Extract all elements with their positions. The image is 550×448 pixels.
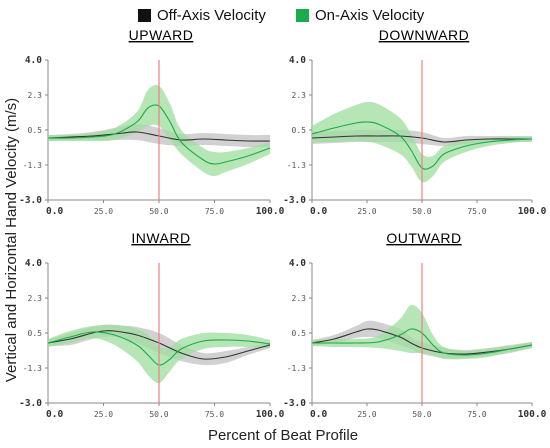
- x-tick-label: 100.0: [256, 409, 285, 420]
- x-tick-label: 0.0: [46, 409, 63, 420]
- y-tick-label: -3.0: [283, 195, 306, 206]
- panel-title-downward: DOWNWARD: [379, 27, 470, 43]
- y-tick-label: 0.5: [28, 126, 43, 135]
- legend: Off-Axis Velocity On-Axis Velocity: [138, 7, 425, 24]
- x-tick-label: 25.0: [357, 410, 376, 419]
- y-tick-label: -1.3: [287, 364, 306, 373]
- panel-title-inward: INWARD: [131, 230, 190, 246]
- legend-swatch-off-axis: [138, 9, 151, 22]
- y-tick-label: 4.0: [289, 55, 306, 66]
- panel-upward: UPWARD 4.0 2.3 0.5 -1.3 -3.0 0.0 25.0 50.0 75.0 10…: [19, 27, 284, 217]
- on-axis-line: [47, 104, 271, 165]
- y-tick-label: 2.3: [28, 294, 43, 303]
- y-axis-label: Vertical and Horizontal Hand Velocity (m…: [3, 98, 20, 382]
- on-axis-band: [48, 85, 270, 176]
- off-axis-line: [47, 330, 271, 360]
- y-tick-label: -3.0: [283, 398, 306, 409]
- x-tick-label: 100.0: [518, 409, 547, 420]
- y-tick-label: 4.0: [25, 258, 42, 269]
- x-tick-label: 50.0: [412, 207, 431, 216]
- x-tick-label: 25.0: [357, 207, 376, 216]
- off-axis-line: [311, 328, 533, 355]
- y-tick-label: -1.3: [23, 161, 42, 170]
- panel-outward: OUTWARD 4.0 2.3 0.5 -1.3 -3.0 0.0 25.0 50.0 75.0 1…: [283, 230, 546, 420]
- x-tick-label: 0.0: [310, 206, 327, 217]
- y-tick-label: 4.0: [25, 55, 42, 66]
- x-tick-label: 50.0: [412, 410, 431, 419]
- x-tick-label: 75.0: [205, 410, 224, 419]
- y-tick-label: -3.0: [19, 398, 42, 409]
- x-tick-label: 100.0: [256, 206, 285, 217]
- legend-swatch-on-axis: [296, 9, 309, 22]
- x-axis-label: Percent of Beat Profile: [208, 427, 358, 444]
- legend-label-on-axis: On-Axis Velocity: [315, 7, 425, 24]
- x-tick-label: 50.0: [149, 410, 168, 419]
- panel-inward: INWARD 4.0 2.3 0.5 -1.3 -3.0 0.0 25.0 50.0 75.0 10…: [19, 230, 284, 420]
- x-tick-label: 0.0: [310, 409, 327, 420]
- panel-title-upward: UPWARD: [129, 27, 194, 43]
- on-axis-line: [311, 121, 533, 170]
- x-tick-label: 0.0: [46, 206, 63, 217]
- x-tick-label: 75.0: [205, 207, 224, 216]
- panel-downward: DOWNWARD 4.0 2.3 0.5 -1.3 -3.0 0.0 25.0 50.0 75.0…: [283, 27, 546, 217]
- y-tick-label: 0.5: [292, 329, 307, 338]
- y-tick-label: 2.3: [292, 294, 307, 303]
- y-tick-label: -1.3: [287, 161, 306, 170]
- y-tick-label: -3.0: [19, 195, 42, 206]
- legend-label-off-axis: Off-Axis Velocity: [157, 7, 266, 24]
- panel-title-outward: OUTWARD: [386, 230, 461, 246]
- y-tick-label: 0.5: [292, 126, 307, 135]
- x-tick-label: 75.0: [467, 410, 486, 419]
- x-tick-label: 50.0: [149, 207, 168, 216]
- y-tick-label: 4.0: [289, 258, 306, 269]
- x-tick-label: 75.0: [467, 207, 486, 216]
- off-axis-band: [312, 320, 532, 359]
- x-tick-label: 100.0: [518, 206, 547, 217]
- y-tick-label: 0.5: [28, 329, 43, 338]
- y-tick-label: 2.3: [28, 91, 43, 100]
- y-tick-label: -1.3: [23, 364, 42, 373]
- y-tick-label: 2.3: [292, 91, 307, 100]
- x-tick-label: 25.0: [94, 410, 113, 419]
- x-tick-label: 25.0: [94, 207, 113, 216]
